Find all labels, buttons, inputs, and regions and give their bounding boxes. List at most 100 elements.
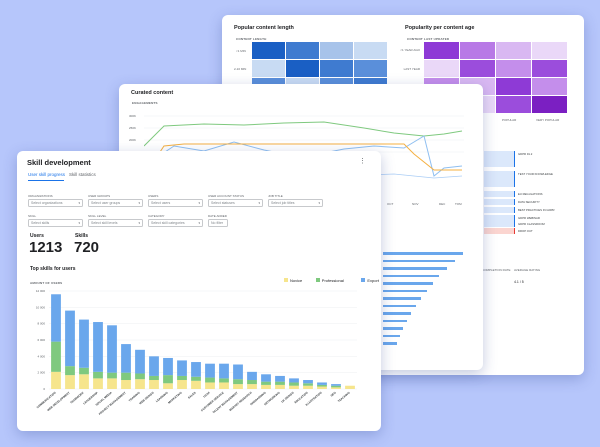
skill-development-title: Skill development — [27, 158, 91, 167]
bar-segment-professional — [219, 378, 229, 383]
x-tick-label: WEB DESIGN — [138, 391, 154, 406]
bar-segment-professional — [247, 380, 257, 385]
hbar — [383, 274, 439, 278]
filter-placeholder: Select skill levels — [91, 221, 118, 225]
filter-select[interactable]: Select skill categories ▾ — [148, 219, 203, 227]
bar-segment-novice — [303, 385, 313, 389]
bar-segment-novice — [331, 387, 341, 389]
x-tick-label: TRAINING — [128, 391, 141, 403]
bar-segment-novice — [233, 384, 243, 389]
bar-segment-export — [79, 319, 89, 368]
average-rating-label: AVERAGE RATING — [514, 268, 541, 272]
filter-select[interactable]: Select organizations ▾ — [28, 199, 83, 207]
x-tick-label: MARKETING — [167, 391, 183, 405]
legend-swatch — [315, 278, 320, 282]
y-tick: 250K — [129, 126, 137, 130]
heatmap-cell — [496, 78, 531, 95]
filter-select[interactable]: Select skill levels ▾ — [88, 219, 143, 227]
content-length-caption: CONTENT LENGTH — [236, 37, 267, 41]
filter-select[interactable]: Select statuses ▾ — [208, 199, 263, 207]
x-tick-label: SEO — [330, 390, 338, 397]
chevron-down-icon: ▾ — [318, 201, 320, 205]
filter-select[interactable]: No filter — [208, 219, 228, 227]
y-tick-label: 8 000 — [37, 322, 45, 326]
tab-skill-statistics[interactable]: Skill statistics — [69, 172, 96, 177]
bar-segment-export — [289, 378, 299, 383]
bar-segment-export — [205, 363, 215, 378]
bar-segment-novice — [205, 382, 215, 389]
y-tick: 200K — [129, 138, 137, 142]
chevron-down-icon: ▾ — [78, 201, 80, 205]
amount-of-users-label: AMOUNT OF USERS — [30, 281, 63, 285]
curated-content-title: Curated content — [131, 90, 174, 96]
legend-label: Export — [367, 277, 379, 283]
skill-development-card: Skill development ⋮ User skill progress … — [17, 151, 381, 431]
bar-segment-professional — [107, 372, 117, 379]
bar-segment-novice — [261, 384, 271, 389]
row-label-2-10min: 2-10 MIN — [234, 67, 247, 71]
heatmap-cell — [532, 78, 567, 95]
hbar — [383, 342, 397, 345]
bar-segment-novice — [79, 374, 89, 389]
heatmap-cell — [320, 60, 353, 77]
average-rating-value: 4.1 / 5 — [514, 280, 524, 284]
engagements-caption: ENGAGEMENTS — [132, 101, 158, 105]
row-label-1min: <1 MIN — [236, 49, 246, 53]
chevron-down-icon: ▾ — [198, 201, 200, 205]
chevron-down-icon: ▾ — [138, 201, 140, 205]
filter-select[interactable]: Select users ▾ — [148, 199, 203, 207]
bar-segment-export — [149, 356, 159, 376]
bar-segment-export — [121, 344, 131, 373]
bar-segment-export — [219, 363, 229, 379]
x-tick-label: PROJECT MANAGEMENT — [98, 391, 127, 416]
filter-select[interactable]: Select skills ▾ — [28, 219, 83, 227]
list-item: DATA SECURITY — [518, 200, 540, 204]
bar-segment-export — [93, 322, 103, 372]
hbar — [383, 297, 421, 300]
hbar — [383, 327, 403, 330]
y-tick-label: 2 000 — [37, 371, 45, 375]
bar-segment-novice — [317, 386, 327, 389]
bar-segment-export — [275, 375, 285, 382]
heatmap-cell — [252, 42, 285, 59]
row-label-under-1-year: <1 YEAR AGO — [400, 48, 420, 52]
heatmap-cell — [286, 60, 319, 77]
filter-placeholder: Select organizations — [31, 201, 63, 205]
y-tick-label: 12 000 — [36, 289, 46, 293]
list-item: GDPR WEBINAR — [518, 216, 540, 220]
bar-segment-novice — [93, 378, 103, 389]
heatmap-cell — [354, 42, 387, 59]
hbar — [383, 267, 447, 270]
more-vert-icon[interactable]: ⋮ — [359, 158, 366, 165]
bar-segment-export — [261, 374, 271, 382]
filter-label: USER GROUPS — [88, 194, 111, 198]
bar-segment-professional — [205, 377, 215, 383]
col-label-very-popular: VERY POPULAR — [536, 118, 560, 122]
x-tick: OCT — [387, 202, 394, 206]
series-line-green — [144, 121, 463, 147]
users-label: Users — [30, 233, 44, 239]
x-tick: DEC — [439, 202, 446, 206]
heatmap-cell — [496, 96, 531, 113]
filter-label: CATEGORY — [148, 214, 165, 218]
filter-select[interactable]: Select user groups ▾ — [88, 199, 143, 207]
chevron-down-icon: ▾ — [198, 221, 200, 225]
active-tab-indicator — [28, 179, 64, 181]
tab-user-skill-progress[interactable]: User skill progress — [28, 172, 66, 177]
y-tick-label: 4 000 — [37, 354, 45, 358]
filter-placeholder: Select user groups — [91, 201, 121, 205]
y-tick-label: 0 — [43, 387, 45, 391]
hbar — [383, 334, 400, 338]
filter-placeholder: Select users — [151, 201, 171, 205]
filter-select[interactable]: Select job titles ▾ — [268, 199, 323, 207]
bar-segment-export — [331, 384, 341, 386]
bar-segment-professional — [51, 341, 61, 372]
bar-segment-novice — [149, 380, 159, 389]
filter-placeholder: Select job titles — [271, 201, 295, 205]
bar-segment-novice — [65, 375, 75, 389]
hbar — [383, 319, 407, 323]
chevron-down-icon: ▾ — [78, 221, 80, 225]
bar-segment-professional — [163, 375, 173, 384]
content-last-updated-caption: CONTENT LAST UPDATED — [407, 37, 450, 41]
heatmap-cell — [354, 60, 387, 77]
